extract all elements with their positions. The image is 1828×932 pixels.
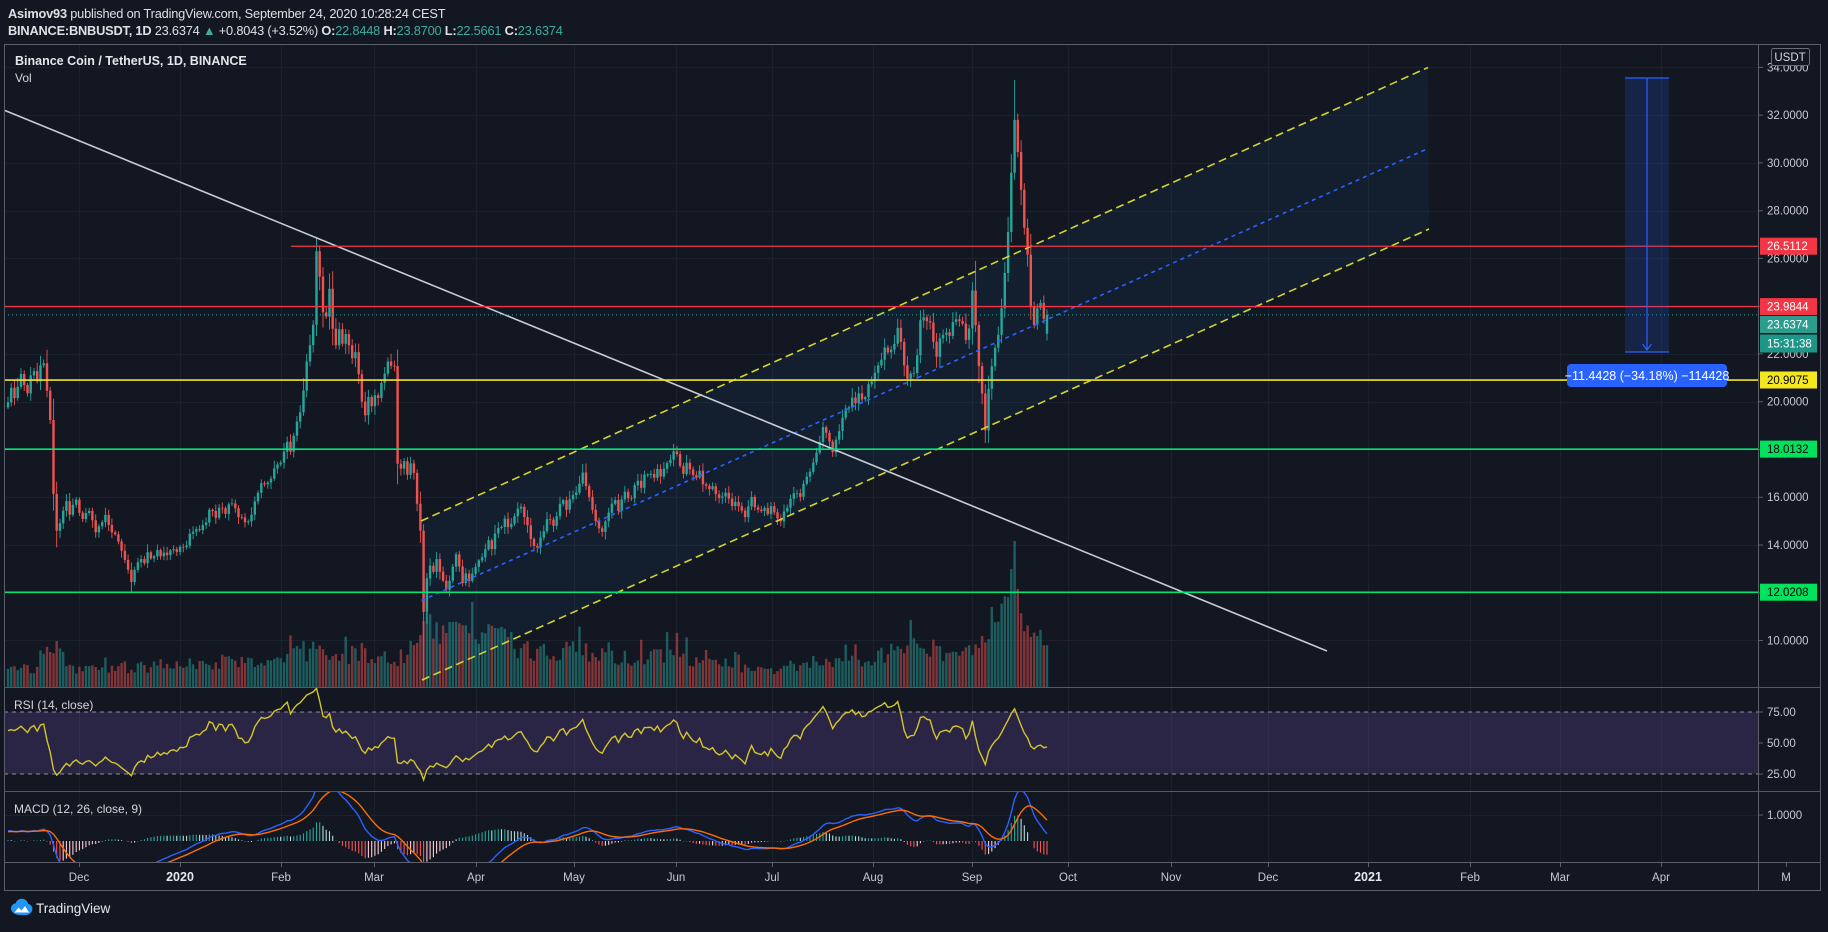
svg-text:25.00: 25.00 xyxy=(1767,769,1796,781)
svg-text:12.0208: 12.0208 xyxy=(1767,587,1809,599)
svg-text:−11.4428 (−34.18%) −114428: −11.4428 (−34.18%) −114428 xyxy=(1565,369,1730,383)
svg-text:1.0000: 1.0000 xyxy=(1767,810,1802,822)
svg-text:Dec: Dec xyxy=(1258,872,1279,884)
svg-text:RSI (14, close): RSI (14, close) xyxy=(14,698,93,712)
svg-text:28.0000: 28.0000 xyxy=(1767,206,1809,218)
svg-text:TradingView: TradingView xyxy=(36,901,111,916)
svg-text:Vol: Vol xyxy=(15,71,32,85)
svg-text:Apr: Apr xyxy=(467,872,485,884)
svg-text:20.9075: 20.9075 xyxy=(1767,375,1809,387)
svg-text:M: M xyxy=(1781,872,1791,884)
svg-text:Jun: Jun xyxy=(667,872,686,884)
svg-text:Asimov93 published on TradingV: Asimov93 published on TradingView.com, S… xyxy=(8,6,446,21)
svg-text:BINANCE:BNBUSDT, 1D 23.6374 ▲: BINANCE:BNBUSDT, 1D 23.6374 ▲ +0.8043 (+… xyxy=(8,23,563,38)
svg-text:MACD (12, 26, close, 9): MACD (12, 26, close, 9) xyxy=(14,802,142,816)
svg-text:Jul: Jul xyxy=(765,872,780,884)
svg-text:Aug: Aug xyxy=(863,872,883,884)
svg-text:Binance Coin / TetherUS, 1D, B: Binance Coin / TetherUS, 1D, BINANCE xyxy=(15,54,247,68)
svg-text:Oct: Oct xyxy=(1059,872,1078,884)
svg-text:26.0000: 26.0000 xyxy=(1767,253,1809,265)
svg-text:23.6374: 23.6374 xyxy=(1767,320,1809,332)
svg-text:14.0000: 14.0000 xyxy=(1767,540,1809,552)
svg-text:2020: 2020 xyxy=(166,870,194,884)
svg-text:Dec: Dec xyxy=(69,872,90,884)
svg-text:Mar: Mar xyxy=(364,872,384,884)
svg-text:Mar: Mar xyxy=(1550,872,1570,884)
svg-text:23.9844: 23.9844 xyxy=(1767,302,1809,314)
svg-text:Feb: Feb xyxy=(271,872,291,884)
svg-text:2021: 2021 xyxy=(1354,870,1382,884)
svg-text:Apr: Apr xyxy=(1652,872,1670,884)
svg-text:26.5112: 26.5112 xyxy=(1767,241,1808,253)
svg-text:May: May xyxy=(563,872,585,884)
svg-text:10.0000: 10.0000 xyxy=(1767,636,1809,648)
svg-text:18.0132: 18.0132 xyxy=(1767,444,1809,456)
svg-text:32.0000: 32.0000 xyxy=(1767,110,1809,122)
svg-text:Feb: Feb xyxy=(1460,872,1480,884)
svg-text:75.00: 75.00 xyxy=(1767,707,1796,719)
svg-text:50.00: 50.00 xyxy=(1767,738,1796,750)
svg-text:16.0000: 16.0000 xyxy=(1767,492,1809,504)
svg-text:Nov: Nov xyxy=(1161,872,1182,884)
svg-text:USDT: USDT xyxy=(1774,52,1805,64)
svg-text:30.0000: 30.0000 xyxy=(1767,158,1809,170)
svg-text:Sep: Sep xyxy=(962,872,982,884)
svg-text:15:31:38: 15:31:38 xyxy=(1767,339,1812,351)
svg-text:20.0000: 20.0000 xyxy=(1767,397,1809,409)
